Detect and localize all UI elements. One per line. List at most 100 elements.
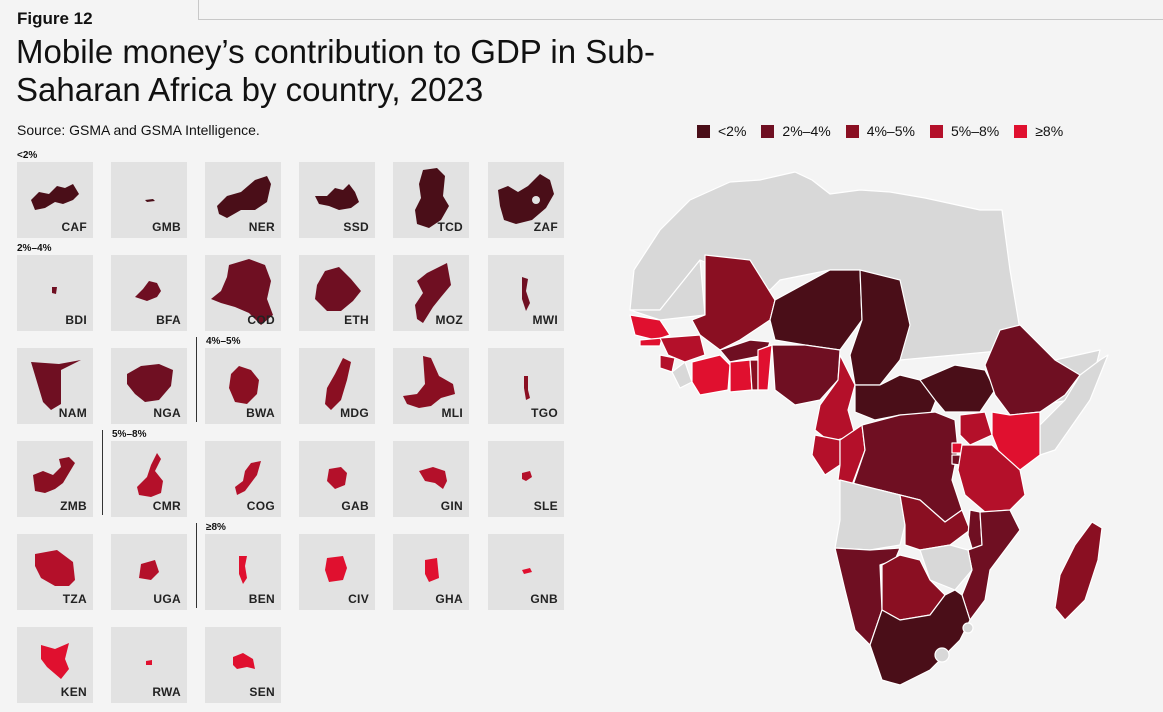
map-mdg	[1054, 521, 1103, 621]
map-ben	[757, 344, 773, 391]
gin-shape	[419, 467, 447, 489]
caf-shape	[31, 184, 79, 210]
sle-shape	[522, 471, 532, 481]
map-liberia	[671, 361, 693, 389]
map-nga	[771, 344, 841, 406]
legend-swatch	[845, 124, 859, 138]
gha-shape	[425, 558, 439, 582]
divider-ge8	[196, 523, 197, 608]
country-code: CIV	[348, 592, 369, 606]
country-tile-gmb: GMB	[111, 162, 187, 238]
legend-swatch	[1014, 124, 1028, 138]
country-code: NGA	[153, 406, 181, 420]
country-tile-cod: COD	[205, 255, 281, 331]
zaf-shape	[498, 174, 554, 224]
legend-item-ge8: ≥8%	[1014, 123, 1063, 139]
country-tile-zmb: ZMB	[17, 441, 93, 517]
country-tile-bfa: BFA	[111, 255, 187, 331]
cmr-shape	[137, 453, 163, 497]
group-label-ge8: ≥8%	[206, 522, 226, 533]
chart-title: Mobile money’s contribution to GDP in Su…	[16, 33, 655, 108]
country-tile-cog: COG	[205, 441, 281, 517]
country-code: TCD	[437, 220, 463, 234]
map-gab	[811, 434, 841, 476]
civ-shape	[325, 556, 347, 582]
gnb-shape	[522, 568, 532, 574]
legend-label: <2%	[718, 123, 747, 139]
country-code: ETH	[344, 313, 369, 327]
gmb-shape	[145, 199, 155, 202]
map-gnb	[639, 337, 663, 347]
mdg-shape	[325, 358, 351, 410]
cod-shape	[211, 259, 273, 325]
country-tile-ken: KEN	[17, 627, 93, 703]
legend-swatch	[761, 124, 775, 138]
mauritania-region	[629, 259, 706, 321]
group-label-lt2: <2%	[17, 150, 38, 161]
country-code: MOZ	[435, 313, 463, 327]
legend-label: 5%–8%	[950, 123, 1000, 139]
legend-swatch	[697, 124, 710, 138]
mli-shape	[403, 356, 455, 408]
zmb-shape	[33, 457, 75, 493]
country-code: CAF	[61, 220, 87, 234]
country-tile-moz: MOZ	[393, 255, 469, 331]
source-note: Source: GSMA and GSMA Intelligence.	[17, 122, 260, 138]
country-tile-ssd: SSD	[299, 162, 375, 238]
group-label-5to8: 5%–8%	[112, 429, 147, 440]
divider-5to8	[102, 430, 103, 515]
country-tile-caf: CAF	[17, 162, 93, 238]
country-tile-gab: GAB	[299, 441, 375, 517]
bdi-shape	[52, 287, 57, 294]
map-zaf	[869, 589, 971, 686]
map-ssd	[919, 364, 996, 413]
country-tile-tgo: TGO	[488, 348, 564, 424]
map-gha	[729, 359, 753, 393]
map-nam	[834, 547, 901, 646]
legend-label: 4%–5%	[866, 123, 915, 139]
country-code: SSD	[343, 220, 369, 234]
map-caf	[854, 374, 941, 421]
country-code: NER	[248, 220, 275, 234]
map-ner	[769, 269, 863, 351]
country-code: SLE	[533, 499, 558, 513]
map-somalia	[1039, 354, 1109, 456]
country-code: GMB	[152, 220, 181, 234]
country-tile-eth: ETH	[299, 255, 375, 331]
country-tile-gha: GHA	[393, 534, 469, 610]
nga-shape	[127, 364, 173, 402]
cog-shape	[235, 461, 261, 495]
country-code: SEN	[249, 685, 275, 699]
gab-shape	[327, 467, 347, 489]
country-code: KEN	[60, 685, 87, 699]
country-code: MDG	[340, 406, 369, 420]
map-civ	[691, 354, 731, 396]
country-code: GAB	[341, 499, 369, 513]
group-label-4to5: 4%–5%	[206, 336, 241, 347]
country-code: CMR	[152, 499, 181, 513]
country-tile-rwa: RWA	[111, 627, 187, 703]
ner-shape	[217, 176, 271, 218]
africa-map	[629, 171, 1109, 686]
legend-label: ≥8%	[1035, 123, 1064, 139]
country-code: ZMB	[60, 499, 87, 513]
country-tile-sen: SEN	[205, 627, 281, 703]
country-tile-bdi: BDI	[17, 255, 93, 331]
legend-item-2to4: 2%–4%	[761, 123, 831, 139]
figure-label: Figure 12	[17, 9, 93, 28]
map-moz	[961, 509, 1021, 621]
map-lesotho	[934, 647, 950, 663]
country-tile-tcd: TCD	[393, 162, 469, 238]
eth-shape	[315, 267, 361, 311]
map-uga	[959, 411, 993, 446]
country-code: UGA	[153, 592, 181, 606]
country-code: BDI	[65, 313, 87, 327]
country-tile-gnb: GNB	[488, 534, 564, 610]
country-code: MWI	[532, 313, 558, 327]
legend-item-lt2: <2%	[697, 123, 746, 139]
country-tile-ben: BEN	[205, 534, 281, 610]
legend-item-5to8: 5%–8%	[929, 123, 1000, 139]
country-tile-nga: NGA	[111, 348, 187, 424]
nam-shape	[31, 360, 81, 410]
bwa-shape	[229, 366, 259, 404]
